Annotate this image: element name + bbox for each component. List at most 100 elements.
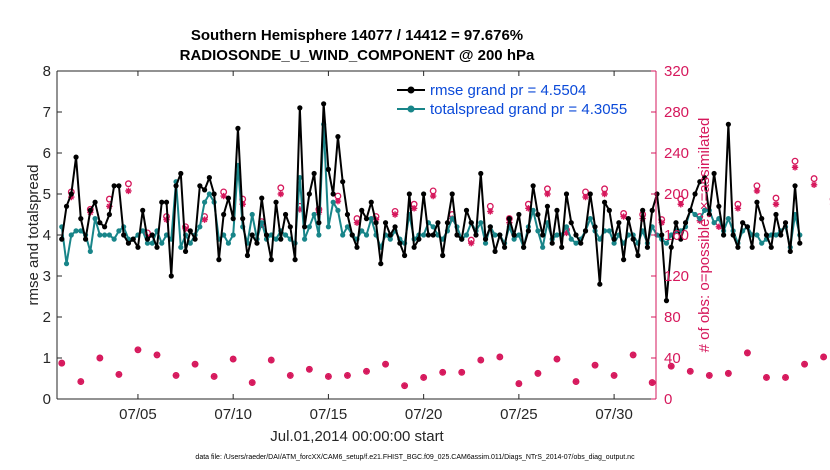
rmse-point xyxy=(249,232,255,238)
legend-label-rmse: rmse grand pr = 4.5504 xyxy=(430,82,586,99)
rmse-point xyxy=(497,232,503,238)
rmse-point xyxy=(163,199,170,205)
rmse-point xyxy=(459,236,465,242)
rmse-point xyxy=(273,199,279,205)
rmse-point xyxy=(354,244,360,250)
rmse-point xyxy=(701,175,708,181)
rmse-point xyxy=(492,248,498,254)
assimilated-obs-marker xyxy=(496,353,504,361)
rmse-point xyxy=(230,216,236,222)
y-tick-label: 5 xyxy=(43,186,51,203)
totalspread-point xyxy=(697,216,703,222)
rmse-point xyxy=(759,216,765,222)
possible-obs-marker xyxy=(810,175,818,183)
series-layer xyxy=(58,101,830,390)
rmse-point xyxy=(563,191,570,197)
assimilated-obs-marker xyxy=(334,197,342,205)
assimilated-obs-marker xyxy=(791,164,799,171)
rmse-point xyxy=(211,191,217,197)
assimilated-obs-marker xyxy=(572,378,580,385)
assimilated-obs-marker xyxy=(277,190,284,198)
rmse-point xyxy=(678,236,684,242)
rmse-point xyxy=(192,236,198,242)
totalspread-point xyxy=(230,232,236,238)
rmse-point xyxy=(125,240,132,246)
assimilated-obs-marker xyxy=(306,366,313,373)
totalspread-point xyxy=(463,232,470,238)
totalspread-point xyxy=(325,224,332,230)
assimilated-obs-marker xyxy=(163,216,170,223)
totalspread-point xyxy=(701,207,708,213)
x-tick-label: 07/15 xyxy=(310,406,348,423)
rmse-point xyxy=(425,232,431,238)
totalspread-point xyxy=(535,228,541,234)
rmse-point xyxy=(511,232,517,238)
assimilated-obs-marker xyxy=(477,356,484,364)
assimilated-obs-marker xyxy=(744,349,751,357)
totalspread-point xyxy=(492,232,498,238)
assimilated-obs-marker xyxy=(201,216,208,223)
assimilated-obs-marker xyxy=(620,213,627,220)
y-axis-label: rmse and totalspread xyxy=(25,165,42,306)
totalspread-point xyxy=(568,236,574,242)
y-tick-label: 0 xyxy=(43,391,51,408)
rmse-point xyxy=(116,183,122,189)
assimilated-obs-marker xyxy=(68,193,75,201)
totalspread-point xyxy=(282,232,289,238)
assimilated-obs-marker xyxy=(268,356,275,364)
y2-tick-label: 240 xyxy=(664,145,689,162)
rmse-point xyxy=(521,244,527,250)
rmse-point xyxy=(592,224,598,230)
rmse-point xyxy=(325,166,332,172)
rmse-point xyxy=(401,252,408,259)
rmse-point xyxy=(363,216,370,222)
rmse-point xyxy=(278,236,284,242)
rmse-point xyxy=(268,257,274,263)
totalspread-point xyxy=(554,232,560,238)
totalspread-point xyxy=(340,232,346,238)
totalspread-point xyxy=(692,211,698,218)
rmse-point xyxy=(640,207,646,213)
rmse-point xyxy=(106,211,112,218)
totalspread-point xyxy=(478,220,484,226)
possible-obs-marker xyxy=(791,157,799,165)
rmse-point xyxy=(244,252,251,259)
totalspread-point xyxy=(516,232,522,238)
rmse-point xyxy=(725,121,731,127)
assimilated-obs-marker xyxy=(772,201,780,208)
rmse-point xyxy=(568,220,574,226)
rmse-point xyxy=(787,248,793,254)
rmse-point xyxy=(482,236,489,242)
rmse-point xyxy=(102,224,108,230)
assimilated-obs-marker xyxy=(782,374,789,381)
rmse-point xyxy=(301,224,308,230)
totalspread-point xyxy=(249,211,255,218)
totalspread-point xyxy=(663,240,670,246)
rmse-point xyxy=(525,228,531,234)
totalspread-point xyxy=(611,240,617,246)
rmse-point xyxy=(349,232,355,238)
totalspread-point xyxy=(363,232,370,238)
assimilated-obs-marker xyxy=(582,193,589,201)
assimilated-obs-marker xyxy=(534,370,542,377)
rmse-point xyxy=(792,183,798,189)
assimilated-obs-marker xyxy=(610,372,618,379)
rmse-point xyxy=(397,240,403,246)
rmse-point xyxy=(444,220,451,226)
totalspread-point xyxy=(206,191,212,197)
x-tick-label: 07/25 xyxy=(500,406,538,423)
y-tick-label: 8 xyxy=(43,63,51,80)
totalspread-point xyxy=(530,207,536,213)
rmse-point xyxy=(635,252,641,259)
assimilated-obs-marker xyxy=(525,205,532,212)
assimilated-obs-marker xyxy=(687,368,694,375)
x-tick-label: 07/05 xyxy=(119,406,157,423)
totalspread-point xyxy=(597,236,603,242)
y-tick-label: 2 xyxy=(43,309,51,326)
totalspread-point xyxy=(482,240,489,246)
totalspread-point xyxy=(754,232,760,238)
rmse-point xyxy=(173,183,179,189)
rmse-point xyxy=(216,257,222,263)
totalspread-point xyxy=(140,228,146,234)
